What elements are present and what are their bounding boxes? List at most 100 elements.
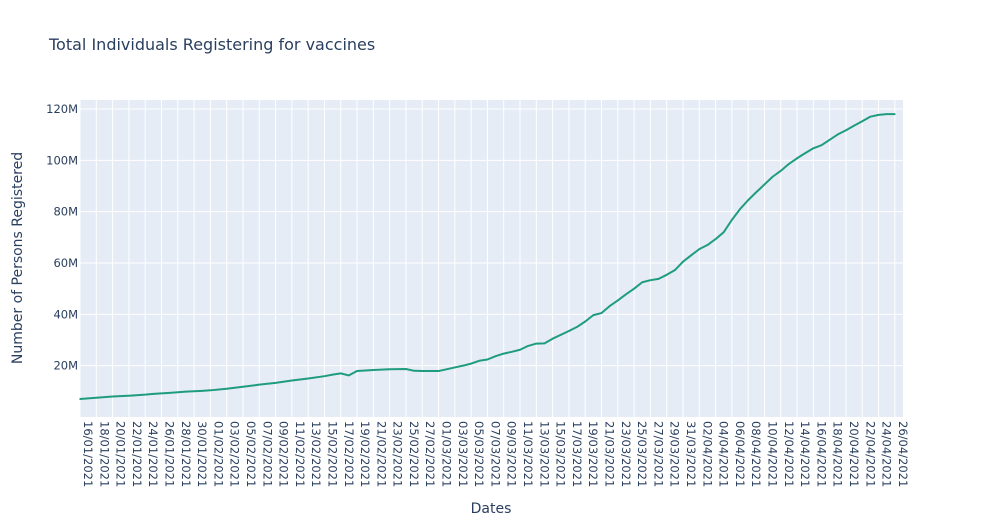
data-point <box>258 383 261 386</box>
x-tick-label: 15/02/2021 <box>325 421 339 487</box>
y-tick-label: 80M <box>53 205 78 219</box>
data-point <box>649 279 652 281</box>
data-point <box>388 368 391 371</box>
data-point <box>486 358 489 361</box>
data-point <box>796 157 798 160</box>
data-point <box>828 138 831 141</box>
x-tick-label: 12/04/2021 <box>782 421 796 487</box>
data-point <box>225 387 228 390</box>
data-point <box>348 374 350 377</box>
data-point <box>608 305 611 307</box>
x-tick-label: 19/02/2021 <box>358 421 372 487</box>
data-point <box>576 326 578 328</box>
data-point <box>494 355 497 357</box>
data-point <box>519 348 521 351</box>
x-tick-label: 24/01/2021 <box>146 421 160 487</box>
data-point <box>633 287 635 290</box>
data-point <box>698 248 701 250</box>
data-point <box>771 175 774 178</box>
x-tick-label: 18/04/2021 <box>831 421 845 487</box>
x-gridlines <box>79 100 896 417</box>
data-point <box>592 314 595 316</box>
x-tick-label: 27/03/2021 <box>651 421 665 487</box>
y-tick-label: 120M <box>46 102 78 116</box>
x-tick-label: 23/02/2021 <box>391 421 405 487</box>
x-tick-label: 28/01/2021 <box>179 421 193 487</box>
data-point <box>731 219 733 221</box>
x-tick-label: 31/03/2021 <box>684 421 698 487</box>
data-point <box>323 375 326 377</box>
data-point <box>714 238 717 240</box>
x-tick-label: 23/03/2021 <box>619 421 633 487</box>
y-axis-title: Number of Persons Registered <box>10 152 26 364</box>
x-tick-label: 25/03/2021 <box>635 421 649 487</box>
data-point <box>779 170 782 172</box>
data-point <box>674 269 676 271</box>
data-point <box>331 373 334 376</box>
data-point <box>804 152 807 154</box>
x-tick-label: 05/02/2021 <box>244 421 258 487</box>
data-point <box>690 254 692 257</box>
x-tick-label: 24/04/2021 <box>880 421 894 487</box>
data-point <box>625 293 627 296</box>
data-point <box>339 372 342 375</box>
data-point <box>242 385 244 388</box>
data-point <box>568 330 570 332</box>
data-point <box>877 114 880 116</box>
data-point <box>861 120 864 123</box>
data-point <box>502 352 505 355</box>
data-point <box>788 163 790 165</box>
data-point <box>657 278 660 280</box>
data-point <box>168 392 171 394</box>
x-tick-label: 09/02/2021 <box>277 421 291 487</box>
data-point <box>706 244 709 246</box>
x-tick-label: 16/04/2021 <box>814 421 828 487</box>
data-point <box>853 124 855 127</box>
x-tick-label: 09/03/2021 <box>505 421 519 487</box>
x-tick-label: 22/04/2021 <box>863 421 877 487</box>
data-point <box>682 260 684 263</box>
data-point <box>527 345 529 347</box>
x-tick-label: 25/02/2021 <box>407 421 421 487</box>
x-tick-label: 19/03/2021 <box>586 421 600 487</box>
x-tick-label: 16/01/2021 <box>81 421 95 487</box>
data-point <box>421 370 424 372</box>
y-tick-label: 20M <box>53 359 78 373</box>
y-tick-label: 60M <box>53 256 78 270</box>
data-point <box>372 369 375 371</box>
data-point <box>307 377 309 380</box>
data-point <box>144 393 146 396</box>
x-tick-label: 02/04/2021 <box>700 421 714 487</box>
x-tick-label: 20/01/2021 <box>114 421 128 487</box>
series-layer <box>79 113 896 401</box>
data-point <box>641 281 644 284</box>
data-point <box>356 370 358 372</box>
y-tick-label: 100M <box>46 153 78 167</box>
data-point <box>95 396 98 399</box>
x-tick-label: 07/03/2021 <box>488 421 502 487</box>
x-tick-label: 30/01/2021 <box>195 421 209 487</box>
data-point <box>128 394 130 397</box>
x-tick-label: 26/04/2021 <box>896 421 910 487</box>
x-tick-label: 21/03/2021 <box>603 421 617 487</box>
data-point <box>462 364 464 367</box>
x-tick-label: 13/02/2021 <box>309 421 323 487</box>
x-tick-label: 04/04/2021 <box>717 421 731 487</box>
data-point <box>665 274 668 276</box>
x-tick-label: 03/02/2021 <box>228 421 242 487</box>
data-point <box>405 368 407 370</box>
data-point <box>478 359 481 362</box>
x-tick-label: 05/03/2021 <box>472 421 486 487</box>
data-point <box>584 320 587 323</box>
data-point <box>845 129 847 132</box>
data-point <box>722 231 725 233</box>
data-point <box>600 312 603 314</box>
x-tick-label: 17/03/2021 <box>570 421 584 487</box>
data-point <box>551 337 554 340</box>
plot-area <box>80 100 903 417</box>
x-tick-label: 20/04/2021 <box>847 421 861 487</box>
data-point <box>763 183 766 186</box>
x-tick-label: 26/01/2021 <box>162 421 176 487</box>
x-tick-label: 01/02/2021 <box>211 421 225 487</box>
